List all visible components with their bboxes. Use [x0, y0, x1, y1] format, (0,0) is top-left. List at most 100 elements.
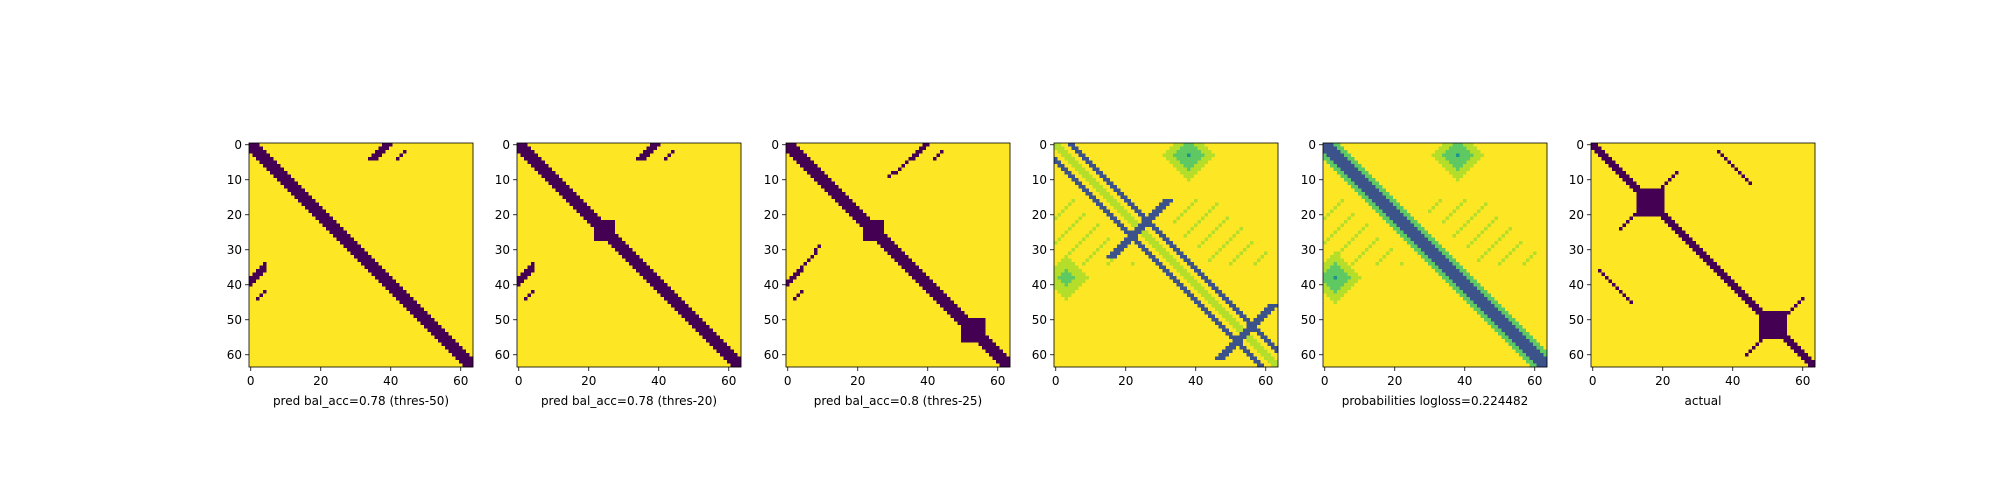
heatmap-cell	[259, 360, 264, 364]
heatmap-cell	[674, 181, 679, 186]
heatmap-cell	[322, 353, 327, 357]
heatmap-cell	[392, 174, 397, 179]
heatmap-cell	[252, 276, 257, 280]
heatmap-cell	[308, 220, 313, 224]
heatmap-cell	[448, 153, 453, 158]
heatmap-cell	[466, 269, 470, 273]
heatmap-cell	[277, 307, 281, 312]
heatmap-cell	[406, 349, 411, 354]
heatmap-cell	[406, 339, 411, 343]
heatmap-cell	[333, 195, 337, 200]
heatmap-cell	[298, 171, 302, 175]
heatmap-cell	[371, 311, 376, 315]
heatmap-cell	[259, 227, 264, 231]
heatmap-cell	[256, 199, 260, 203]
heatmap-cell	[723, 174, 728, 179]
heatmap-cell	[664, 185, 668, 189]
heatmap-cell	[604, 143, 609, 147]
heatmap-cell	[594, 157, 598, 161]
heatmap-cell	[291, 328, 295, 333]
heatmap-cell	[527, 157, 532, 161]
heatmap-cell	[270, 181, 274, 186]
heatmap-cell	[266, 283, 271, 287]
heatmap-cell	[406, 332, 411, 336]
heatmap-cell	[427, 234, 432, 238]
heatmap-cell	[431, 171, 435, 175]
heatmap-cell	[716, 146, 721, 151]
heatmap-cell	[375, 360, 379, 364]
heatmap-cell	[368, 307, 372, 312]
heatmap-cell	[392, 188, 397, 193]
heatmap-cell	[259, 300, 264, 305]
heatmap-cell	[368, 300, 372, 305]
heatmap-cell	[375, 150, 379, 154]
heatmap-cell	[392, 279, 397, 284]
heatmap-cell	[410, 335, 414, 340]
heatmap-cell	[385, 283, 390, 287]
heatmap-cell	[287, 353, 292, 357]
heatmap-cell	[403, 304, 407, 308]
heatmap-cell	[389, 286, 393, 291]
heatmap-cell	[396, 251, 400, 256]
heatmap-cell	[305, 342, 309, 347]
heatmap-cell	[298, 300, 302, 305]
heatmap-cell	[382, 206, 386, 210]
heatmap-cell	[427, 265, 432, 270]
heatmap-cell	[312, 335, 316, 340]
heatmap-cell	[389, 342, 393, 347]
heatmap-cell	[452, 335, 456, 340]
heatmap-cell	[734, 150, 738, 154]
heatmap-cell	[326, 227, 330, 231]
heatmap-cell	[329, 255, 334, 259]
heatmap-cell	[312, 339, 316, 343]
heatmap-cell	[389, 269, 393, 273]
heatmap-cell	[434, 202, 439, 207]
heatmap-cell	[541, 178, 546, 182]
heatmap-cell	[737, 143, 742, 147]
heatmap-cell	[520, 153, 525, 158]
heatmap-cell	[385, 178, 390, 182]
heatmap-cell	[413, 195, 418, 200]
heatmap-cell	[350, 244, 355, 249]
heatmap-cell	[413, 164, 418, 168]
heatmap-cell	[336, 188, 341, 193]
heatmap-cell	[664, 171, 668, 175]
heatmap-cell	[252, 167, 257, 172]
heatmap-cell	[438, 255, 442, 259]
heatmap-cell	[448, 314, 453, 319]
heatmap-cell	[413, 146, 418, 151]
heatmap-cell	[361, 356, 365, 361]
heatmap-cell	[441, 335, 446, 340]
heatmap-cell	[287, 223, 292, 228]
heatmap-cell	[462, 297, 467, 301]
heatmap-cell	[427, 216, 432, 221]
heatmap-cell	[347, 265, 351, 270]
heatmap-cell	[548, 143, 553, 147]
heatmap-cell	[319, 174, 323, 179]
heatmap-cell	[445, 195, 449, 200]
heatmap-cell	[350, 297, 355, 301]
heatmap-cell	[562, 153, 567, 158]
heatmap-cell	[375, 248, 379, 252]
heatmap-cell	[413, 328, 418, 333]
heatmap-cell	[618, 146, 623, 151]
heatmap-cell	[291, 311, 295, 315]
heatmap-cell	[396, 332, 400, 336]
heatmap-cell	[259, 363, 264, 368]
heatmap-cell	[441, 237, 446, 242]
heatmap-cell	[396, 276, 400, 280]
heatmap-cell	[301, 276, 306, 280]
heatmap-cell	[459, 286, 463, 291]
heatmap-cell	[340, 276, 344, 280]
heatmap-cell	[301, 181, 306, 186]
heatmap-cell	[277, 258, 281, 263]
heatmap-cell	[406, 202, 411, 207]
heatmap-cell	[431, 241, 435, 245]
heatmap-cell	[249, 265, 253, 270]
heatmap-cell	[368, 185, 372, 189]
heatmap-cell	[392, 314, 397, 319]
heatmap-cell	[417, 311, 421, 315]
heatmap-cell	[343, 300, 348, 305]
heatmap-cell	[657, 185, 661, 189]
heatmap-cell	[301, 258, 306, 263]
